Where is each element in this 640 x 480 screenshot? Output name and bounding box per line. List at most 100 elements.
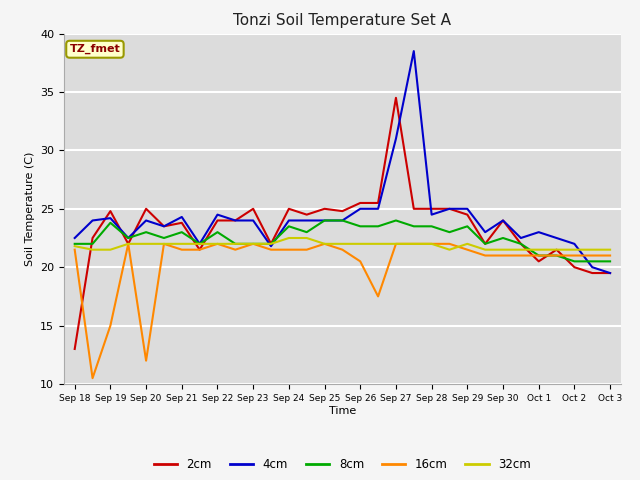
4cm [428, 212, 435, 217]
Title: Tonzi Soil Temperature Set A: Tonzi Soil Temperature Set A [234, 13, 451, 28]
32cm [356, 241, 364, 247]
2cm [588, 270, 596, 276]
2cm [553, 247, 561, 252]
8cm [392, 217, 400, 223]
16cm [71, 247, 79, 252]
32cm [89, 247, 97, 252]
4cm [124, 235, 132, 241]
16cm [481, 252, 489, 258]
4cm [232, 217, 239, 223]
2cm [250, 206, 257, 212]
16cm [285, 247, 292, 252]
Line: 4cm: 4cm [75, 51, 610, 273]
8cm [481, 241, 489, 247]
8cm [106, 220, 114, 226]
2cm [606, 270, 614, 276]
8cm [71, 241, 79, 247]
4cm [570, 241, 578, 247]
32cm [232, 241, 239, 247]
4cm [499, 217, 507, 223]
4cm [303, 217, 310, 223]
32cm [71, 243, 79, 249]
2cm [445, 206, 453, 212]
16cm [321, 241, 328, 247]
32cm [553, 247, 561, 252]
2cm [535, 258, 543, 264]
32cm [570, 247, 578, 252]
2cm [356, 200, 364, 206]
2cm [303, 212, 310, 217]
16cm [535, 252, 543, 258]
2cm [339, 208, 346, 214]
32cm [535, 247, 543, 252]
8cm [196, 241, 204, 247]
2cm [570, 264, 578, 270]
2cm [321, 206, 328, 212]
2cm [517, 241, 525, 247]
8cm [160, 235, 168, 241]
8cm [463, 223, 471, 229]
32cm [606, 247, 614, 252]
32cm [214, 241, 221, 247]
8cm [339, 217, 346, 223]
8cm [374, 223, 382, 229]
4cm [517, 235, 525, 241]
8cm [303, 229, 310, 235]
4cm [160, 223, 168, 229]
8cm [321, 217, 328, 223]
8cm [356, 223, 364, 229]
8cm [553, 252, 561, 258]
2cm [481, 241, 489, 247]
16cm [232, 247, 239, 252]
32cm [106, 247, 114, 252]
4cm [285, 217, 292, 223]
2cm [374, 200, 382, 206]
16cm [160, 241, 168, 247]
32cm [410, 241, 418, 247]
16cm [570, 252, 578, 258]
2cm [463, 212, 471, 217]
2cm [232, 217, 239, 223]
32cm [339, 241, 346, 247]
2cm [214, 217, 221, 223]
16cm [267, 247, 275, 252]
X-axis label: Time: Time [329, 406, 356, 416]
8cm [89, 241, 97, 247]
16cm [214, 241, 221, 247]
4cm [553, 235, 561, 241]
4cm [178, 214, 186, 220]
16cm [428, 241, 435, 247]
32cm [303, 235, 310, 241]
4cm [339, 217, 346, 223]
8cm [428, 223, 435, 229]
8cm [410, 223, 418, 229]
32cm [588, 247, 596, 252]
32cm [374, 241, 382, 247]
16cm [553, 252, 561, 258]
8cm [142, 229, 150, 235]
4cm [106, 215, 114, 221]
Line: 8cm: 8cm [75, 220, 610, 261]
32cm [499, 247, 507, 252]
32cm [428, 241, 435, 247]
2cm [89, 235, 97, 241]
8cm [267, 241, 275, 247]
16cm [178, 247, 186, 252]
4cm [374, 206, 382, 212]
2cm [142, 206, 150, 212]
16cm [392, 241, 400, 247]
16cm [588, 252, 596, 258]
32cm [321, 241, 328, 247]
8cm [285, 223, 292, 229]
4cm [214, 212, 221, 217]
Line: 32cm: 32cm [75, 238, 610, 250]
8cm [214, 229, 221, 235]
2cm [499, 217, 507, 223]
16cm [250, 241, 257, 247]
Y-axis label: Soil Temperature (C): Soil Temperature (C) [24, 152, 35, 266]
32cm [178, 241, 186, 247]
2cm [124, 241, 132, 247]
4cm [196, 241, 204, 247]
32cm [392, 241, 400, 247]
4cm [89, 217, 97, 223]
